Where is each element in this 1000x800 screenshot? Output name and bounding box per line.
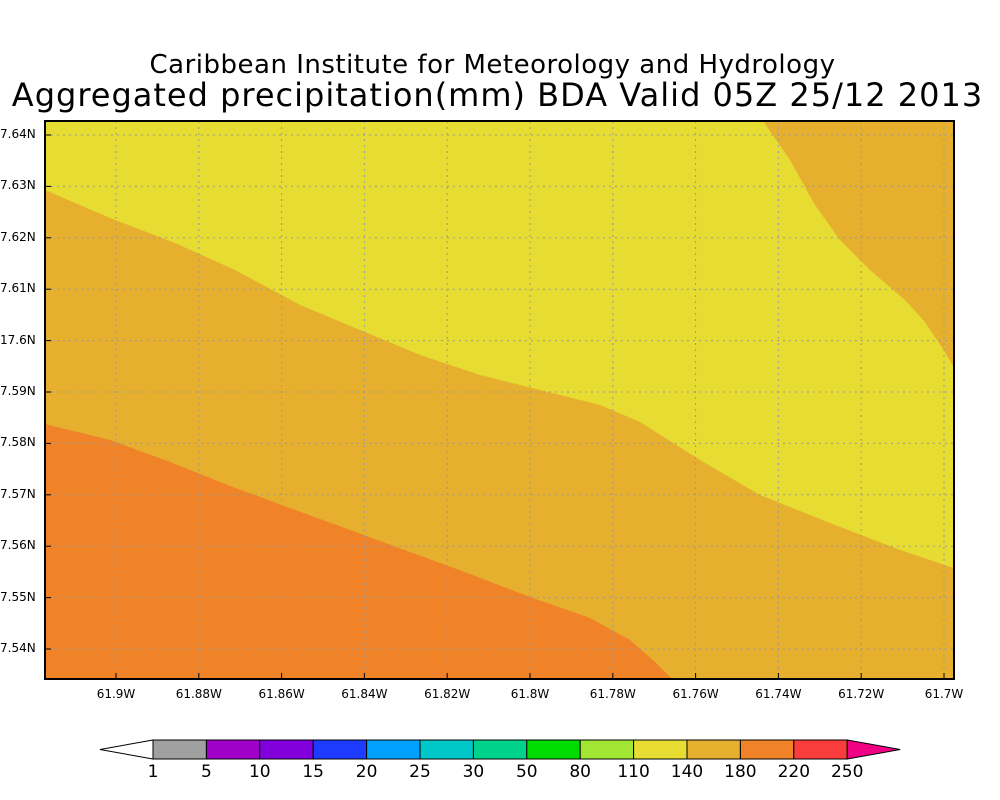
longitude-tick-label: 61.88W [175,687,222,701]
colorbar-label: 80 [569,762,591,782]
colorbar-swatch [472,739,528,760]
latitude-tick-label: 7.63N [0,178,36,193]
colorbar-swatch [793,739,848,760]
latitude-tick-label: 7.54N [0,641,36,655]
region-220-250 [45,424,672,679]
colorbar-label: 180 [724,762,757,782]
latitude-tick-label: 7.61N [0,281,36,296]
latitude-tick-label: 17.6N [0,332,36,347]
longitude-tick-label: 61.82W [424,687,471,701]
latitude-tick-label: 7.58N [0,435,36,450]
latitude-tick-label: 7.59N [0,384,36,398]
longitude-tick-label: 61.74W [755,687,802,701]
colorbar-label: 25 [409,762,431,782]
colorbar-label: 15 [302,762,324,782]
longitude-tick-label: 61.84W [341,687,388,701]
region-180-220-northeast [763,121,954,368]
plot-frame [44,120,955,680]
colorbar-swatch [419,739,474,760]
colorbar [99,739,901,760]
colorbar-label: 20 [355,762,378,782]
colorbar-label: 140 [670,762,704,782]
map-gridlines [45,121,954,679]
longitude-tick-label: 61.72W [838,687,885,701]
longitude-tick-label: 61.78W [589,687,636,701]
colorbar-swatch [526,739,581,760]
latitude-tick-label: 7.55N [0,589,36,604]
colorbar-label: 110 [617,762,650,782]
colorbar-max-arrow [846,739,901,760]
latitude-tick-label: 7.64N [0,127,36,141]
longitude-tick-label: 61.86W [258,687,305,701]
colorbar-swatch [633,739,688,760]
colorbar-label: 30 [462,762,485,782]
latitude-tick-label: 7.57N [0,486,36,501]
longitude-tick-label: 61.8W [510,687,550,701]
colorbar-swatch [259,739,314,760]
colorbar-swatch [686,739,741,760]
colorbar-swatch [739,739,795,760]
longitude-tick-label: 61.7W [924,687,964,701]
colorbar-min-arrow [99,739,154,760]
latitude-tick-label: 7.62N [0,229,36,244]
colorbar-swatch [579,739,635,760]
colorbar-swatch [152,739,207,760]
longitude-tick-label: 61.76W [672,687,719,701]
colorbar-swatch [312,739,368,760]
colorbar-label: 5 [200,762,212,782]
chart-subtitle: Aggregated precipitation(mm) BDA Valid 0… [11,76,984,114]
axis-ticks [45,134,945,679]
colorbar-label: 220 [777,762,811,782]
colorbar-swatch [205,739,261,760]
colorbar-label: 50 [515,762,538,782]
colorbar-label: 1 [147,762,159,782]
colorbar-swatch [366,739,421,760]
latitude-tick-label: 7.56N [0,538,36,553]
longitude-tick-label: 61.9W [96,687,136,701]
colorbar-label: 250 [830,762,864,782]
colorbar-label: 10 [248,762,271,782]
chart-title: Caribbean Institute for Meteorology and … [149,50,836,80]
